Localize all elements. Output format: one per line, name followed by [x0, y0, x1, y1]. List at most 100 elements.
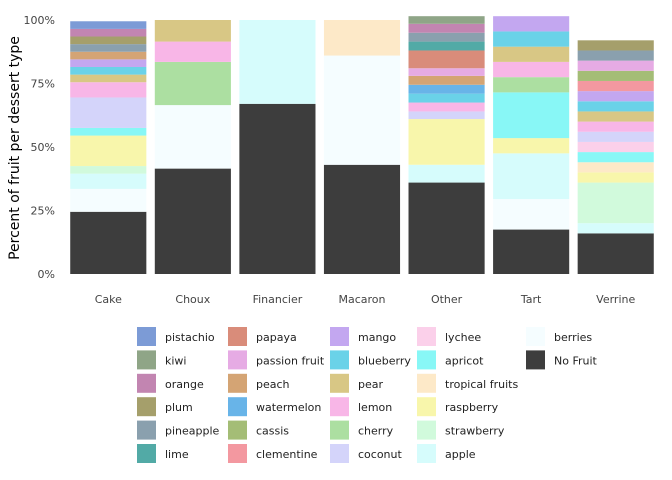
bar-segment-blueberry [408, 93, 485, 103]
legend-label: blueberry [358, 354, 411, 367]
bar-segment-no-fruit [577, 233, 654, 274]
bar-segment-blueberry [493, 31, 570, 47]
legend-item: pear [330, 373, 383, 393]
legend-item: lychee [417, 327, 481, 346]
legend-label: passion fruit [256, 354, 325, 367]
bar-segment-pear [70, 74, 147, 83]
legend-swatch [526, 350, 545, 370]
legend-swatch [417, 327, 436, 346]
legend-swatch [417, 373, 436, 393]
bar-segment-lemon [154, 41, 231, 62]
bars [70, 16, 654, 274]
bar-segment-mango [577, 91, 654, 102]
legend: pistachio kiwi orange plum pineapple lime papa… [137, 327, 598, 463]
bar-segment-raspberry [577, 172, 654, 183]
bar-segment-apricot [70, 127, 147, 136]
y-tick-label: 50% [31, 141, 55, 154]
bar-stack-cake [70, 21, 147, 274]
bar-segment-orange [70, 28, 147, 37]
bar-segment-passion-fruit [408, 68, 485, 76]
bar-stack-tart [493, 16, 570, 274]
legend-label: watermelon [256, 401, 321, 414]
bar-segment-tropical-fruits [577, 162, 654, 173]
legend-label: strawberry [445, 425, 505, 438]
bar-segment-apple [408, 164, 485, 183]
bar-segment-raspberry [408, 119, 485, 165]
legend-item: mango [330, 327, 396, 346]
x-tick-label: Cake [95, 293, 122, 306]
x-tick-label: Choux [175, 293, 210, 306]
bar-stack-other [408, 16, 485, 274]
legend-label: peach [256, 378, 290, 391]
legend-label: mango [358, 331, 396, 344]
legend-swatch [137, 444, 156, 463]
legend-label: tropical fruits [445, 378, 518, 391]
bar-segment-plum [577, 40, 654, 51]
x-tick-label: Macaron [338, 293, 385, 306]
legend-label: pear [358, 378, 383, 391]
bar-segment-lemon [577, 121, 654, 132]
legend-item: orange [137, 373, 204, 393]
bar-segment-no-fruit [408, 182, 485, 274]
x-axis-ticks: Cake Choux Financier Macaron Other Tart Verrin… [95, 293, 636, 306]
x-tick-label: Tart [520, 293, 542, 306]
legend-swatch [228, 373, 247, 393]
legend-swatch [228, 327, 247, 346]
bar-segment-pear [154, 20, 231, 42]
bar-segment-lemon [408, 102, 485, 112]
legend-item: papaya [228, 327, 297, 346]
legend-swatch [417, 397, 436, 417]
bar-segment-berries [493, 199, 570, 230]
bar-segment-blueberry [577, 101, 654, 112]
legend-item: lemon [330, 397, 392, 417]
bar-segment-apricot [577, 152, 654, 163]
bar-segment-lemon [70, 82, 147, 98]
legend-item: clementine [228, 444, 318, 463]
bar-segment-coconut [70, 97, 147, 128]
y-axis-title: Percent of fruit per dessert type [7, 36, 23, 260]
legend-label: lychee [445, 331, 481, 344]
legend-swatch [137, 373, 156, 393]
bar-segment-apple [70, 173, 147, 189]
legend-label: lemon [358, 401, 392, 414]
bar-segment-no-fruit [70, 211, 147, 274]
y-tick-label: 75% [31, 78, 55, 91]
bar-segment-strawberry [70, 166, 147, 174]
legend-swatch [330, 397, 349, 417]
legend-label: kiwi [165, 354, 186, 367]
x-tick-label: Other [431, 293, 463, 306]
legend-label: apricot [445, 354, 484, 367]
bar-segment-kiwi [408, 16, 485, 24]
bar-stack-macaron [323, 20, 401, 274]
legend-swatch [330, 373, 349, 393]
y-tick-label: 25% [31, 205, 55, 218]
legend-item: apple [417, 444, 476, 463]
bar-segment-cherry [493, 77, 570, 93]
bar-segment-apple [577, 223, 654, 234]
bar-stack-choux [154, 20, 231, 274]
legend-swatch [137, 327, 156, 346]
legend-swatch [228, 350, 247, 370]
y-tick-label: 0% [38, 268, 55, 281]
bar-segment-apricot [493, 92, 570, 139]
y-axis-ticks: 0% 25% 50% 75% 100% [24, 14, 55, 281]
legend-swatch [330, 444, 349, 463]
bar-segment-mango [493, 16, 570, 32]
legend-label: clementine [256, 448, 318, 461]
bar-segment-no-fruit [154, 168, 231, 274]
legend-item: cassis [228, 420, 289, 440]
legend-item: peach [228, 373, 290, 393]
bar-segment-orange [408, 23, 485, 33]
legend-swatch [137, 397, 156, 417]
legend-item: raspberry [417, 397, 499, 417]
bar-segment-berries [154, 105, 231, 169]
legend-label: plum [165, 401, 193, 414]
bar-segment-lemon [493, 61, 570, 78]
bar-segment-no-fruit [239, 103, 316, 274]
bar-segment-tropical-fruits [323, 20, 401, 56]
bar-segment-berries [70, 188, 147, 212]
bar-segment-no-fruit [493, 229, 570, 274]
legend-item: pistachio [137, 327, 215, 346]
legend-label: berries [554, 331, 592, 344]
bar-segment-clementine [577, 80, 654, 92]
